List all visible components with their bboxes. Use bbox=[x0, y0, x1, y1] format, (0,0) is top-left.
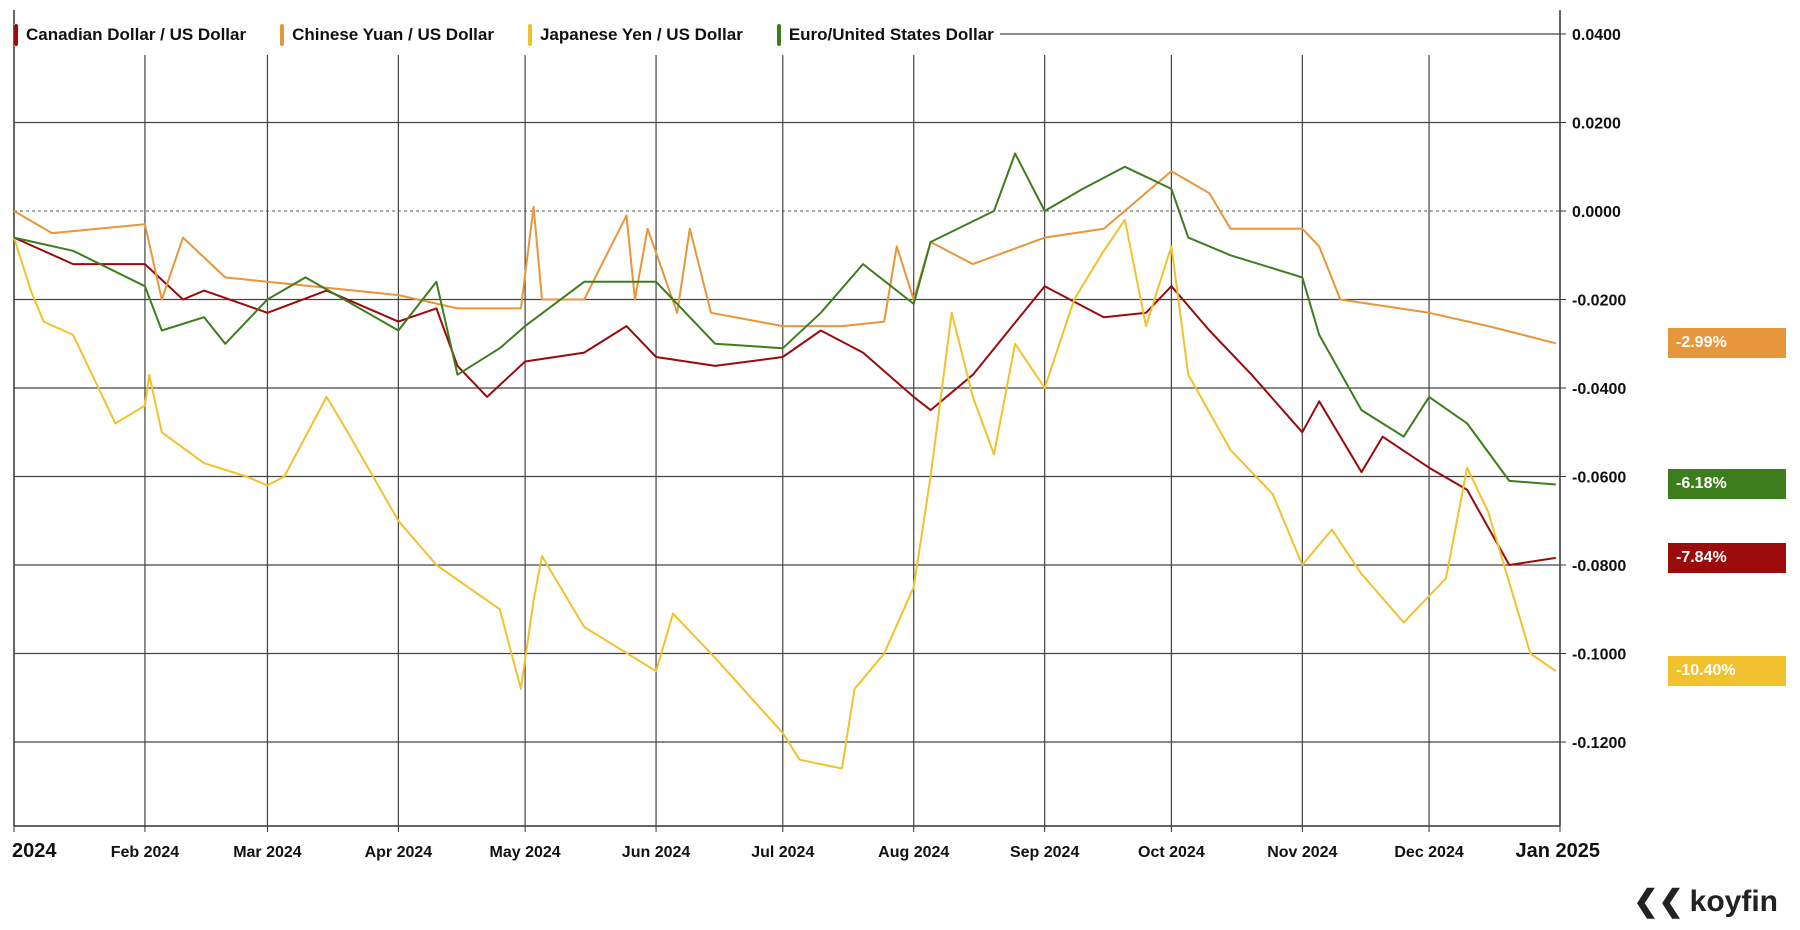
series-line-3 bbox=[13, 152, 1556, 486]
y-tick-label: -0.1000 bbox=[1572, 647, 1626, 664]
y-tick-label: -0.0200 bbox=[1572, 293, 1626, 310]
legend-item[interactable]: Chinese Yuan / US Dollar bbox=[280, 24, 494, 46]
legend-swatch bbox=[280, 24, 285, 46]
legend-item[interactable]: Euro/United States Dollar bbox=[776, 24, 994, 46]
koyfin-logo: ❮❮ koyfin bbox=[1633, 884, 1778, 920]
x-tick-label: Sep 2024 bbox=[1010, 844, 1079, 861]
series-line-1 bbox=[13, 170, 1557, 345]
chart-legend: Canadian Dollar / US Dollar Chinese Yuan … bbox=[14, 24, 1000, 46]
legend-swatch bbox=[527, 24, 532, 46]
x-tick-label: May 2024 bbox=[490, 844, 561, 861]
last-value-badge: -7.84% bbox=[1668, 542, 1786, 573]
y-tick-label: 0.0200 bbox=[1572, 116, 1621, 133]
x-tick-label: Oct 2024 bbox=[1138, 844, 1205, 861]
y-tick-label: -0.0800 bbox=[1572, 558, 1626, 575]
legend-label: Chinese Yuan / US Dollar bbox=[292, 25, 494, 44]
legend-item[interactable]: Canadian Dollar / US Dollar bbox=[14, 24, 246, 46]
legend-label: Euro/United States Dollar bbox=[788, 25, 994, 44]
legend-item[interactable]: Japanese Yen / US Dollar bbox=[527, 24, 743, 46]
last-value-badge: -10.40% bbox=[1668, 656, 1786, 687]
x-tick-label: Mar 2024 bbox=[233, 844, 302, 861]
y-tick-label: -0.0600 bbox=[1572, 470, 1626, 487]
legend-swatch bbox=[776, 24, 781, 46]
koyfin-logo-text: koyfin bbox=[1689, 885, 1778, 918]
x-tick-label: Feb 2024 bbox=[111, 844, 180, 861]
x-tick-label: Jun 2024 bbox=[622, 844, 691, 861]
legend-label: Canadian Dollar / US Dollar bbox=[26, 25, 247, 44]
last-value-badge: -2.99% bbox=[1668, 328, 1786, 359]
y-tick-label: 0.0000 bbox=[1572, 204, 1621, 221]
x-tick-label: 2024 bbox=[12, 840, 57, 862]
last-value-badge: -6.18% bbox=[1668, 469, 1786, 500]
y-tick-label: 0.0400 bbox=[1572, 27, 1621, 44]
x-tick-label: Aug 2024 bbox=[878, 844, 949, 861]
x-tick-label: Nov 2024 bbox=[1267, 844, 1337, 861]
series-line-0 bbox=[13, 236, 1556, 566]
x-tick-label: Jul 2024 bbox=[751, 844, 814, 861]
series-line-2 bbox=[13, 218, 1557, 770]
x-tick-label: Apr 2024 bbox=[365, 844, 433, 861]
y-tick-label: -0.0400 bbox=[1572, 381, 1626, 398]
legend-swatch bbox=[14, 24, 18, 46]
x-tick-label: Dec 2024 bbox=[1394, 844, 1463, 861]
x-tick-label: Jan 2025 bbox=[1515, 840, 1600, 862]
koyfin-logo-icon: ❮❮ bbox=[1633, 885, 1684, 918]
y-tick-label: -0.1200 bbox=[1572, 735, 1626, 752]
legend-label: Japanese Yen / US Dollar bbox=[539, 25, 743, 44]
